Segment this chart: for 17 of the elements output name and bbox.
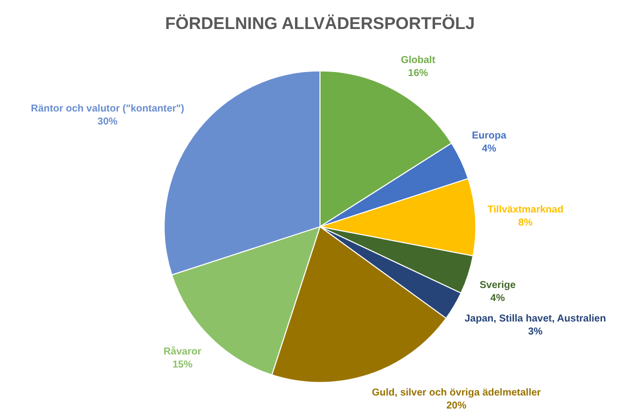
slice-label: Globalt bbox=[400, 54, 436, 66]
data-label: 20% bbox=[446, 400, 466, 412]
slice-label: Tillväxtmarknad bbox=[487, 204, 564, 216]
slice-label: Räntor och valutor ("kontanter") bbox=[30, 103, 184, 114]
slice-label: Europa bbox=[472, 130, 507, 142]
slice-label: Råvaror bbox=[164, 346, 202, 358]
slice-label: Guld, silver och övriga ädelmetaller bbox=[372, 388, 541, 399]
data-label: 3% bbox=[528, 326, 543, 338]
data-label: 16% bbox=[408, 68, 428, 79]
data-label: 8% bbox=[518, 217, 533, 228]
data-label: 4% bbox=[490, 292, 505, 304]
slice-label: Japan, Stilla havet, Australien bbox=[464, 313, 606, 324]
data-label: 30% bbox=[98, 116, 118, 128]
data-label: 4% bbox=[482, 144, 496, 155]
data-label: 15% bbox=[172, 360, 193, 371]
chart-title: FÖRDELNING ALLVÄDERSPORTFÖLJ bbox=[165, 14, 475, 33]
slice-label: Sverige bbox=[480, 280, 516, 291]
